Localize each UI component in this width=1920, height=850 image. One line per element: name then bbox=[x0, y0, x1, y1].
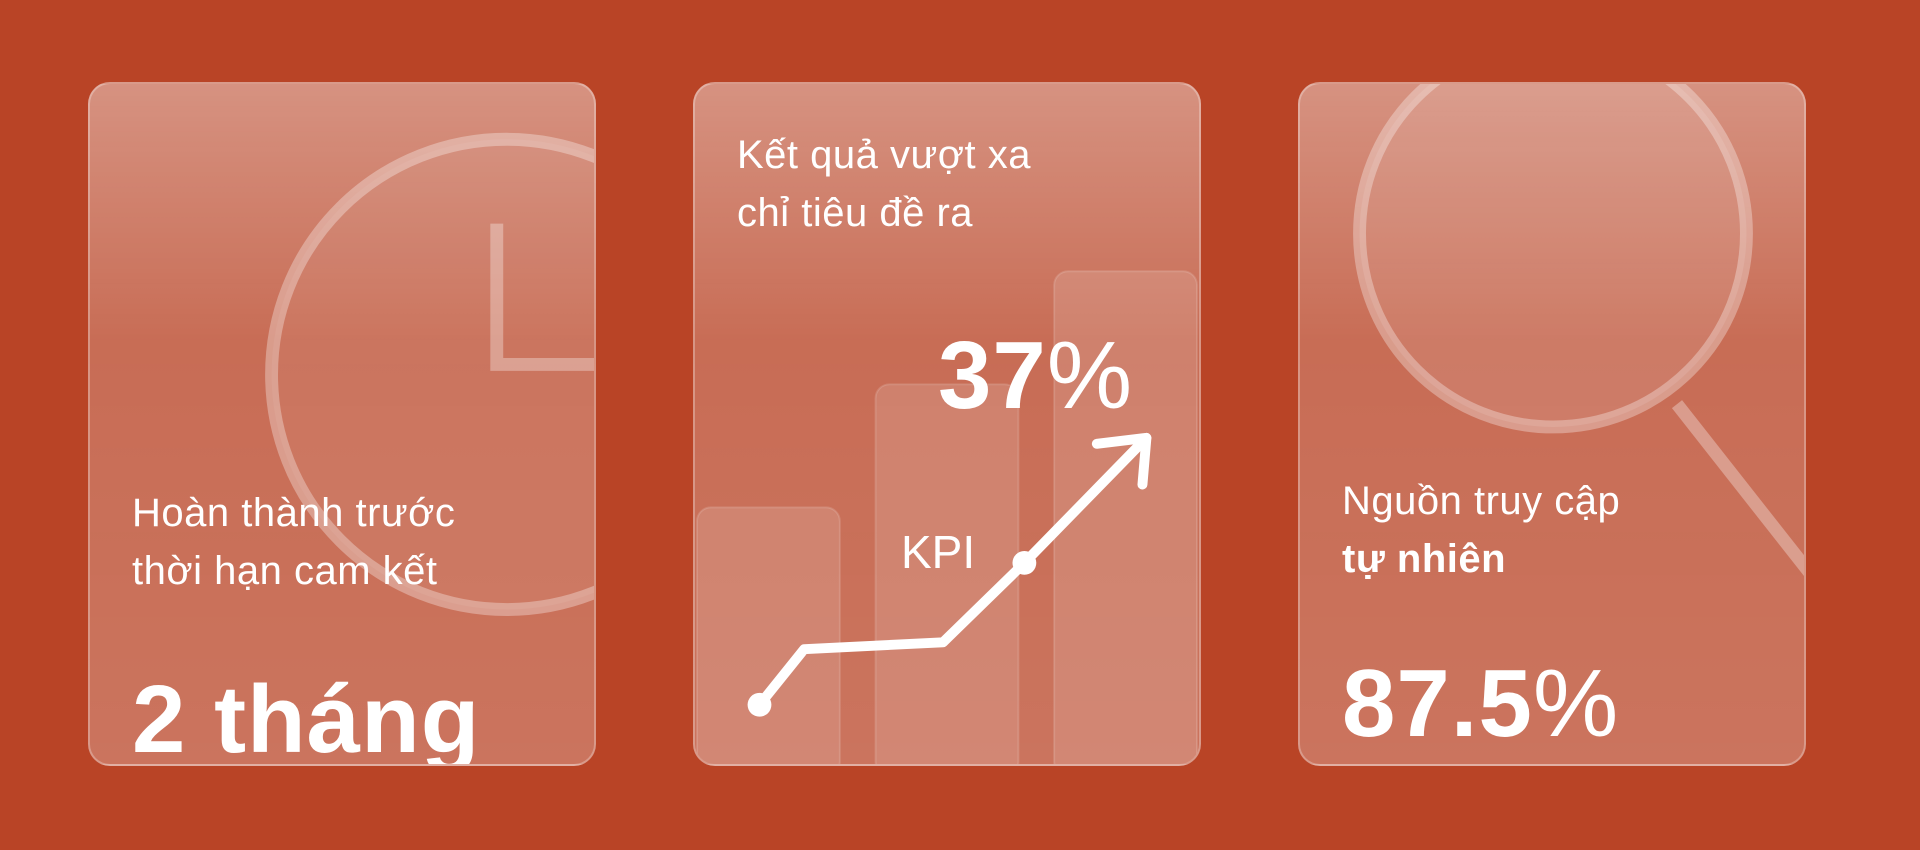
stat-card-traffic: Nguồn truy cập tự nhiên 87.5% bbox=[1298, 82, 1806, 766]
growth-chart-icon bbox=[695, 270, 1199, 764]
kpi-caption: Kết quả vượt xa chỉ tiêu đề ra bbox=[737, 126, 1031, 242]
time-value: 2 tháng bbox=[132, 666, 481, 766]
deco-bar-2 bbox=[874, 383, 1020, 764]
traffic-value-unit: % bbox=[1532, 650, 1620, 757]
kpi-value-unit: % bbox=[1046, 322, 1134, 429]
traffic-caption-line2: tự nhiên bbox=[1342, 537, 1507, 581]
time-caption-line1: Hoàn thành trước bbox=[132, 491, 456, 535]
trend-point-mid bbox=[1012, 550, 1037, 575]
kpi-caption-line2: chỉ tiêu đề ra bbox=[737, 191, 974, 235]
traffic-value-number: 87.5 bbox=[1342, 650, 1533, 757]
trend-arrowhead bbox=[1091, 432, 1152, 490]
stat-card-kpi: Kết quả vượt xa chỉ tiêu đề ra 37% KPI bbox=[693, 82, 1201, 766]
traffic-caption: Nguồn truy cập tự nhiên bbox=[1342, 472, 1620, 588]
kpi-label: KPI bbox=[901, 526, 976, 578]
kpi-value: 37% bbox=[938, 326, 1133, 426]
trend-line bbox=[754, 432, 1152, 710]
deco-bar-3 bbox=[1053, 270, 1199, 764]
magnifier-icon bbox=[1353, 84, 1804, 577]
kpi-caption-line1: Kết quả vượt xa bbox=[737, 133, 1031, 177]
traffic-caption-line1: Nguồn truy cập bbox=[1342, 479, 1621, 523]
time-caption-line2: thời hạn cam kết bbox=[132, 549, 438, 593]
time-caption: Hoàn thành trước thời hạn cam kết bbox=[132, 484, 455, 600]
kpi-value-number: 37 bbox=[938, 322, 1047, 429]
clock-icon bbox=[265, 132, 594, 616]
stat-card-time: Hoàn thành trước thời hạn cam kết 2 thán… bbox=[88, 82, 596, 766]
traffic-value: 87.5% bbox=[1342, 654, 1619, 754]
trend-point-start bbox=[747, 692, 772, 717]
deco-bar-1 bbox=[695, 506, 841, 764]
